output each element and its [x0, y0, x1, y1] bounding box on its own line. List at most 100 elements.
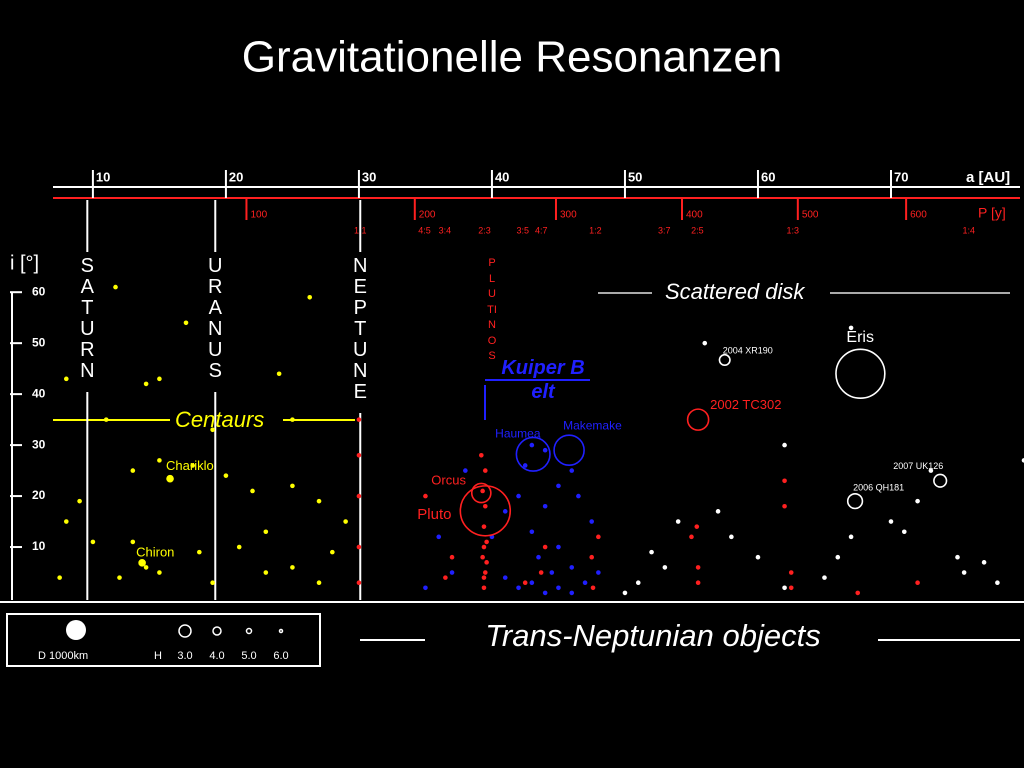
- object-label: Makemake: [563, 418, 622, 432]
- data-point: [290, 417, 295, 422]
- data-point: [276, 371, 282, 377]
- data-point: [307, 294, 313, 300]
- data-point: [330, 549, 335, 555]
- legend-size-circle: [66, 620, 86, 640]
- resonance-label: 1:2: [589, 225, 602, 235]
- data-point: [482, 570, 488, 575]
- period-tick-label: 300: [560, 210, 577, 221]
- period-tick-label: 200: [419, 210, 436, 221]
- data-point: [263, 529, 269, 535]
- legend-box: [6, 613, 321, 667]
- legend-mag-value: 6.0: [273, 650, 288, 662]
- data-point: [516, 585, 521, 591]
- data-point: [77, 498, 82, 504]
- object: [933, 473, 948, 488]
- data-point: [522, 463, 528, 468]
- data-point: [103, 417, 109, 422]
- x-tick-label: 60: [761, 169, 775, 184]
- planet-label: SATURN: [80, 255, 95, 382]
- resonance-label: 3:4: [439, 225, 452, 235]
- data-point: [694, 524, 700, 529]
- object: [846, 493, 864, 510]
- data-point: [316, 498, 322, 504]
- period-tick-label: 600: [910, 210, 927, 221]
- data-point: [117, 575, 122, 580]
- data-point: [542, 544, 548, 550]
- data-point: [157, 458, 162, 463]
- data-point: [596, 570, 601, 575]
- data-point: [556, 483, 561, 489]
- group-label: Scattered disk: [665, 279, 805, 304]
- object: [835, 348, 886, 399]
- data-point: [569, 590, 575, 596]
- resonance-label: 3:7: [658, 225, 671, 235]
- legend-size-label: D 1000km: [38, 650, 88, 662]
- resonance-label: 2:3: [478, 225, 491, 235]
- y-tick-label: 50: [32, 335, 46, 349]
- data-point: [436, 534, 442, 540]
- data-point: [480, 554, 485, 560]
- data-point: [981, 560, 987, 565]
- data-point: [689, 534, 694, 540]
- data-point: [481, 585, 487, 591]
- data-point: [995, 580, 1000, 586]
- data-point: [695, 565, 701, 570]
- data-point: [538, 570, 544, 575]
- data-point: [223, 473, 229, 478]
- data-point: [482, 468, 488, 473]
- data-point: [502, 575, 508, 580]
- data-point: [542, 447, 548, 453]
- data-point: [529, 529, 535, 535]
- object: [459, 485, 512, 537]
- period-tick-label: 500: [802, 210, 819, 221]
- data-point: [290, 565, 295, 570]
- data-point: [622, 590, 628, 596]
- object-label: Haumea: [495, 426, 541, 440]
- data-point: [569, 468, 575, 473]
- data-point: [788, 570, 794, 575]
- data-point: [502, 509, 508, 514]
- data-point: [675, 519, 681, 524]
- resonance-label: 2:5: [691, 225, 704, 235]
- data-point: [113, 284, 118, 290]
- data-point: [197, 549, 202, 555]
- data-point: [423, 493, 428, 499]
- data-point: [596, 534, 601, 540]
- data-point: [715, 509, 721, 514]
- x-tick-label: 10: [96, 169, 110, 184]
- data-point: [542, 590, 548, 596]
- data-point: [130, 539, 136, 545]
- legend-mag-label: H: [154, 650, 162, 662]
- data-point: [556, 585, 561, 591]
- data-point: [529, 442, 535, 448]
- object: [686, 408, 710, 431]
- data-point: [57, 575, 62, 580]
- data-point: [343, 519, 348, 524]
- data-point: [662, 565, 668, 570]
- x-tick-label: 70: [894, 169, 908, 184]
- data-point: [481, 544, 487, 550]
- legend-mag-circle: [245, 627, 253, 635]
- data-point: [556, 544, 561, 550]
- data-point: [90, 539, 96, 545]
- data-point: [481, 524, 487, 529]
- data-point: [522, 580, 528, 586]
- data-point: [901, 529, 907, 535]
- x-tick-label: 50: [628, 169, 642, 184]
- data-point: [190, 463, 195, 468]
- object-label: 2007 UK126: [893, 461, 943, 471]
- data-point: [955, 554, 960, 560]
- data-point: [729, 534, 734, 540]
- data-point: [356, 544, 362, 550]
- planet-label: NEPTUNE: [353, 255, 368, 403]
- group-label: Centaurs: [175, 407, 264, 432]
- data-point: [928, 468, 934, 473]
- object-label: 2002 TC302: [710, 397, 781, 412]
- legend-mag-circle: [178, 624, 192, 638]
- data-point: [130, 468, 136, 473]
- legend-mag-value: 4.0: [209, 650, 224, 662]
- kuiper-label: Kuiper Belt: [501, 357, 585, 403]
- resonance-label: 3:5: [516, 225, 529, 235]
- data-point: [484, 560, 489, 565]
